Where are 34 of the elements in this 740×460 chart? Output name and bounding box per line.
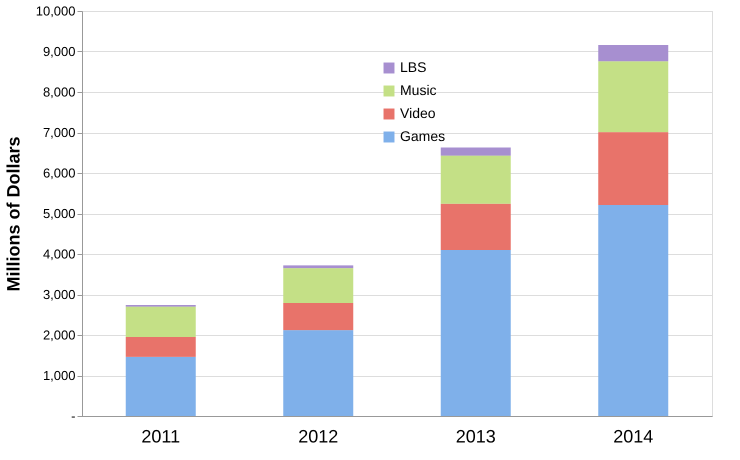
bar xyxy=(126,337,196,357)
y-tick-label: 5,000 xyxy=(42,206,76,221)
y-tick-label: 3,000 xyxy=(42,287,76,302)
legend-label: Video xyxy=(400,105,436,121)
x-tick-label: 2013 xyxy=(456,426,496,446)
legend-label: Games xyxy=(400,128,446,144)
bar xyxy=(283,303,354,330)
bar xyxy=(598,132,668,205)
x-tick-label: 2011 xyxy=(141,426,180,446)
x-tick-label: 2014 xyxy=(613,426,654,446)
bar xyxy=(440,250,511,416)
bar xyxy=(598,204,668,416)
x-tick-label: 2012 xyxy=(298,426,338,446)
y-axis-title: Millions of Dollars xyxy=(4,136,24,292)
bar xyxy=(283,268,354,304)
y-tick-label: 4,000 xyxy=(42,246,76,262)
bar xyxy=(126,306,196,338)
legend-label: LBS xyxy=(400,59,426,75)
y-tick-label: 8,000 xyxy=(42,84,76,100)
bar xyxy=(440,147,511,156)
bar xyxy=(598,61,668,132)
y-tick-label: 1,000 xyxy=(42,368,76,383)
bar xyxy=(283,330,354,416)
y-tick-label: 10,000 xyxy=(36,4,76,18)
legend-label: Music xyxy=(400,82,437,98)
bar xyxy=(598,45,668,62)
y-tick-label: 7,000 xyxy=(42,125,76,140)
bar xyxy=(126,356,196,416)
y-tick-label: 9,000 xyxy=(42,44,76,59)
y-tick-label: 6,000 xyxy=(42,166,76,180)
bar xyxy=(440,156,511,204)
y-tick-label: 2,000 xyxy=(42,328,76,342)
y-tick-label: - xyxy=(71,408,76,424)
bar xyxy=(440,204,511,250)
